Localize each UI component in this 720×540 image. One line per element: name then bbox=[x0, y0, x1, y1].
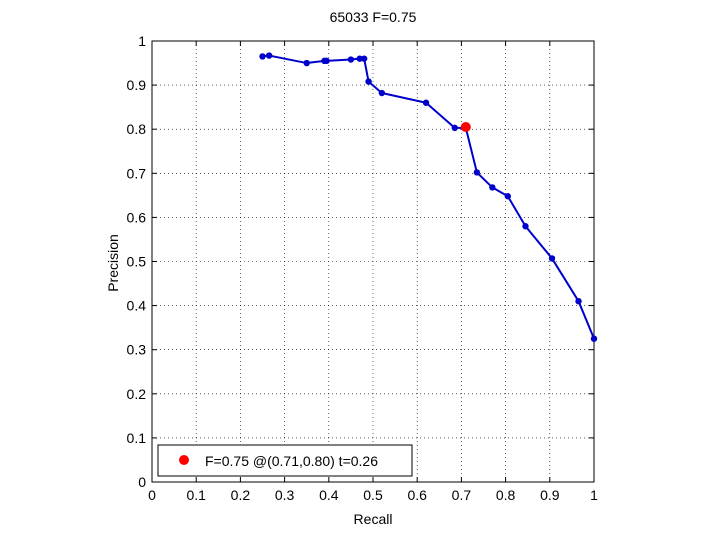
series-point bbox=[548, 255, 556, 262]
x-tick-labels: 0 0.1 0.2 0.3 0.4 0.5 0.6 0.7 0.8 0.9 1 bbox=[148, 487, 598, 503]
x-tick-label: 0.2 bbox=[231, 487, 251, 503]
legend-box bbox=[157, 444, 413, 477]
x-tick-label: 0.6 bbox=[407, 487, 427, 503]
series-point bbox=[489, 184, 496, 191]
x-tick-label: 0.5 bbox=[363, 487, 383, 503]
chart-title: 65033 F=0.75 bbox=[330, 9, 417, 25]
x-tick-label: 0 bbox=[148, 487, 156, 503]
y-tick-labels: 0 0.1 0.2 0.3 0.4 0.5 0.6 0.7 0.8 0.9 1 bbox=[127, 33, 147, 490]
x-tick-label: 0.3 bbox=[275, 487, 295, 503]
y-tick-label: 0.3 bbox=[127, 342, 147, 358]
series-point bbox=[365, 78, 372, 85]
y-tick-label: 0.2 bbox=[127, 386, 147, 402]
legend-marker bbox=[179, 455, 189, 465]
legend-label: F=0.75 @(0.71,0.80) t=0.26 bbox=[205, 453, 378, 469]
y-axis-label: Precision bbox=[105, 234, 121, 292]
plot-frame bbox=[151, 40, 595, 483]
best-f-point bbox=[460, 121, 471, 132]
x-axis-label: Recall bbox=[354, 511, 393, 527]
x-tick-label: 0.1 bbox=[186, 487, 206, 503]
series-point bbox=[575, 297, 582, 305]
series-point bbox=[378, 89, 386, 97]
legend: F=0.75 @(0.71,0.80) t=0.26 bbox=[157, 444, 413, 477]
series-point bbox=[504, 193, 512, 200]
y-tick-label: 0.4 bbox=[127, 298, 147, 314]
series-point bbox=[422, 99, 430, 106]
series-point bbox=[265, 52, 273, 59]
y-tick-label: 0.8 bbox=[127, 121, 147, 137]
series-point bbox=[360, 55, 368, 62]
series-point bbox=[347, 56, 355, 63]
x-tick-label: 0.7 bbox=[452, 487, 472, 503]
series-point bbox=[303, 59, 310, 67]
x-tick-label: 0.8 bbox=[496, 487, 516, 503]
series-point bbox=[356, 55, 363, 62]
y-tick-label: 1 bbox=[138, 33, 146, 49]
series-point bbox=[451, 124, 458, 132]
series-point bbox=[323, 57, 330, 65]
x-tick-label: 0.9 bbox=[540, 487, 560, 503]
series-point bbox=[473, 169, 481, 176]
series-layer bbox=[259, 52, 598, 342]
series-point bbox=[259, 53, 266, 60]
series-point bbox=[522, 223, 529, 230]
plot-area bbox=[151, 40, 598, 483]
series-point bbox=[590, 335, 598, 342]
y-tick-label: 0.5 bbox=[127, 254, 147, 270]
y-tick-label: 0 bbox=[138, 474, 146, 490]
y-tick-label: 0.1 bbox=[127, 430, 147, 446]
y-tick-label: 0.6 bbox=[127, 209, 147, 225]
x-tick-label: 1 bbox=[590, 487, 598, 503]
x-tick-label: 0.4 bbox=[319, 487, 339, 503]
y-tick-label: 0.9 bbox=[127, 77, 147, 93]
y-tick-label: 0.7 bbox=[127, 165, 147, 181]
